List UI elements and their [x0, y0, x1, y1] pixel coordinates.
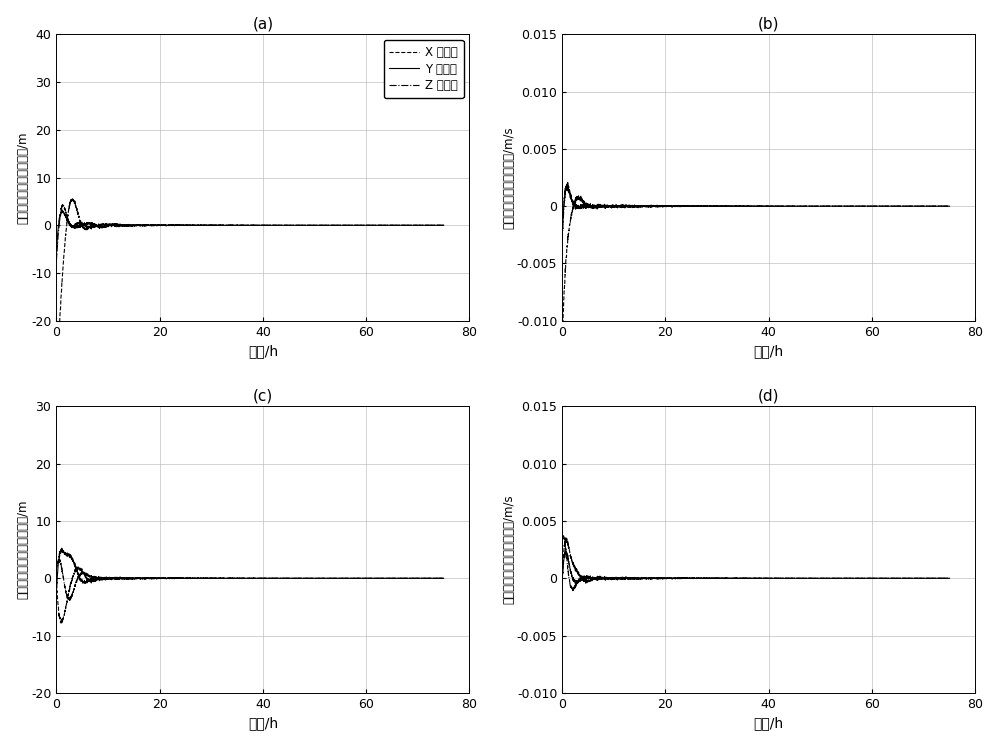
- Z 轴分量: [95, 221, 107, 230]
- X 轴分量: [216, 221, 228, 230]
- Z 轴分量: [56, 200, 68, 209]
- Title: (c): (c): [253, 388, 273, 404]
- Y 轴分量: [95, 223, 107, 232]
- X-axis label: 时间/h: 时间/h: [754, 716, 784, 731]
- X 轴分量: [50, 383, 62, 392]
- Legend: X 轴分量, Y 轴分量, Z 轴分量: X 轴分量, Y 轴分量, Z 轴分量: [384, 40, 464, 98]
- X-axis label: 时间/h: 时间/h: [248, 716, 278, 731]
- Title: (d): (d): [758, 388, 780, 404]
- Y-axis label: 被观测探测器三轴速度误差/m/s: 被观测探测器三轴速度误差/m/s: [502, 495, 515, 604]
- Y 轴分量: [56, 205, 68, 214]
- Z 轴分量: [438, 221, 450, 230]
- Z 轴分量: [50, 258, 62, 267]
- X 轴分量: [67, 193, 79, 202]
- Y 轴分量: [430, 221, 442, 230]
- Line: Z 轴分量: Z 轴分量: [56, 205, 444, 262]
- Z 轴分量: [199, 221, 211, 230]
- Y 轴分量: [216, 221, 228, 230]
- Z 轴分量: [430, 221, 442, 230]
- X 轴分量: [199, 221, 211, 230]
- Y 轴分量: [199, 221, 211, 230]
- Y 轴分量: [50, 245, 62, 254]
- Y 轴分量: [438, 221, 450, 230]
- X-axis label: 时间/h: 时间/h: [248, 344, 278, 359]
- Y-axis label: 观测探测器三轴位置误差/m: 观测探测器三轴位置误差/m: [17, 131, 30, 224]
- Y-axis label: 观测探测器三轴速度误差/m/s: 观测探测器三轴速度误差/m/s: [502, 126, 515, 229]
- X 轴分量: [388, 221, 400, 230]
- X 轴分量: [95, 222, 107, 231]
- Y 轴分量: [388, 221, 400, 230]
- Title: (a): (a): [252, 16, 273, 31]
- X 轴分量: [430, 221, 442, 230]
- Z 轴分量: [388, 221, 400, 230]
- X 轴分量: [118, 221, 130, 230]
- Z 轴分量: [118, 221, 130, 230]
- Y-axis label: 被观测探测器三轴位置误差/m: 被观测探测器三轴位置误差/m: [17, 500, 30, 599]
- Z 轴分量: [216, 221, 228, 230]
- Line: Y 轴分量: Y 轴分量: [56, 210, 444, 249]
- Y 轴分量: [118, 221, 130, 230]
- X-axis label: 时间/h: 时间/h: [754, 344, 784, 359]
- X 轴分量: [438, 221, 450, 230]
- Title: (b): (b): [758, 16, 780, 31]
- Line: X 轴分量: X 轴分量: [56, 198, 444, 388]
